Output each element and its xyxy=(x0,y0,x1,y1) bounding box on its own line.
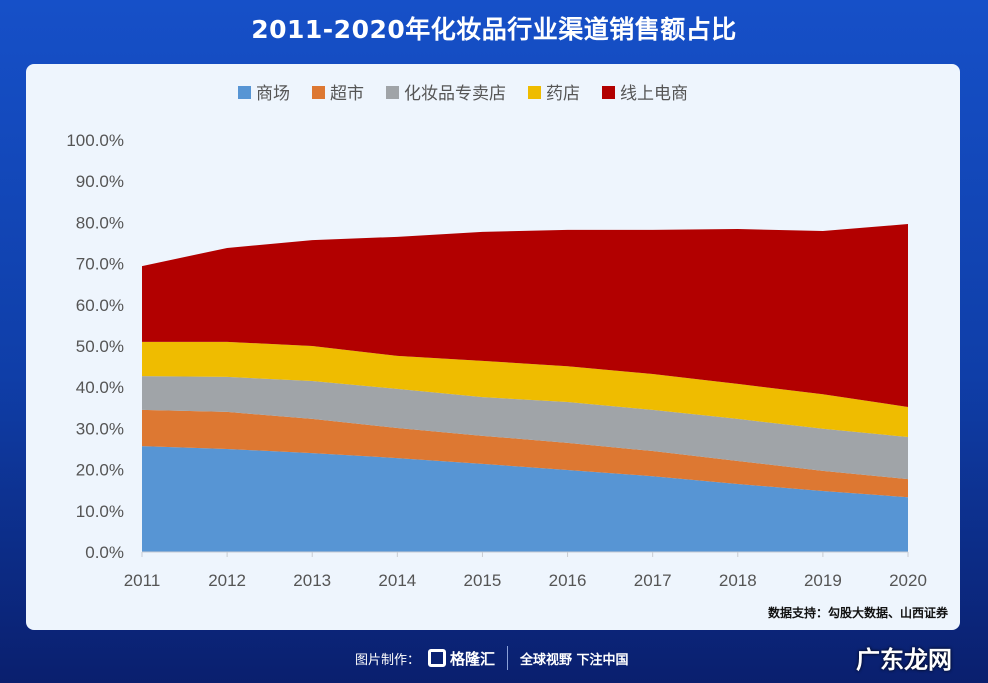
legend-label-2: 化妆品专卖店 xyxy=(404,84,506,104)
legend-swatch xyxy=(602,86,615,99)
legend-swatch xyxy=(312,86,325,99)
y-tick-label: 60.0% xyxy=(76,296,124,315)
divider xyxy=(507,646,509,670)
y-tick-label: 100.0% xyxy=(66,131,124,150)
x-tick-label: 2016 xyxy=(549,571,587,590)
legend-swatch xyxy=(528,86,541,99)
x-tick-label: 2011 xyxy=(124,571,161,590)
y-tick-label: 40.0% xyxy=(76,378,124,397)
area-series-2 xyxy=(142,376,908,480)
area-series-4 xyxy=(142,224,908,407)
y-tick-label: 20.0% xyxy=(76,461,124,480)
legend-label-1: 超市 xyxy=(330,84,364,104)
y-tick-label: 0.0% xyxy=(85,543,124,562)
y-tick-label: 70.0% xyxy=(76,255,124,274)
made-by-label: 图片制作： xyxy=(355,652,421,668)
x-tick-label: 2018 xyxy=(719,571,757,590)
brand-watermark: 广东龙网 xyxy=(856,646,952,674)
y-tick-label: 10.0% xyxy=(76,502,124,521)
area-series-1 xyxy=(142,409,908,498)
x-tick-label: 2014 xyxy=(378,571,416,590)
y-tick-label: 30.0% xyxy=(76,419,124,438)
area-series-0 xyxy=(142,446,908,552)
chart-title: 2011-2020年化妆品行业渠道销售额占比 xyxy=(251,15,737,44)
x-tick-label: 2013 xyxy=(293,571,331,590)
x-tick-label: 2019 xyxy=(804,571,842,590)
x-tick-label: 2017 xyxy=(634,571,672,590)
logo-text: 格隆汇 xyxy=(450,649,496,668)
y-tick-label: 90.0% xyxy=(76,172,124,191)
y-tick-label: 50.0% xyxy=(76,337,124,356)
gelonghui-logo: 格隆汇 xyxy=(428,648,495,669)
logo-icon xyxy=(428,649,447,667)
footer: 图片制作： 格隆汇 全球视野 下注中国 xyxy=(355,646,629,670)
slogan: 全球视野 下注中国 xyxy=(520,652,629,668)
legend-label-4: 线上电商 xyxy=(620,84,688,104)
legend-label-0: 商场 xyxy=(256,84,290,104)
area-series-3 xyxy=(142,341,908,438)
x-tick-label: 2015 xyxy=(464,571,502,590)
legend-swatch xyxy=(386,86,399,99)
data-source: 数据支持：勾股大数据、山西证券 xyxy=(767,606,948,620)
x-tick-label: 2020 xyxy=(889,571,927,590)
y-tick-label: 80.0% xyxy=(76,213,124,232)
legend-swatch xyxy=(238,86,251,99)
legend-label-3: 药店 xyxy=(546,84,580,104)
x-tick-label: 2012 xyxy=(208,571,246,590)
